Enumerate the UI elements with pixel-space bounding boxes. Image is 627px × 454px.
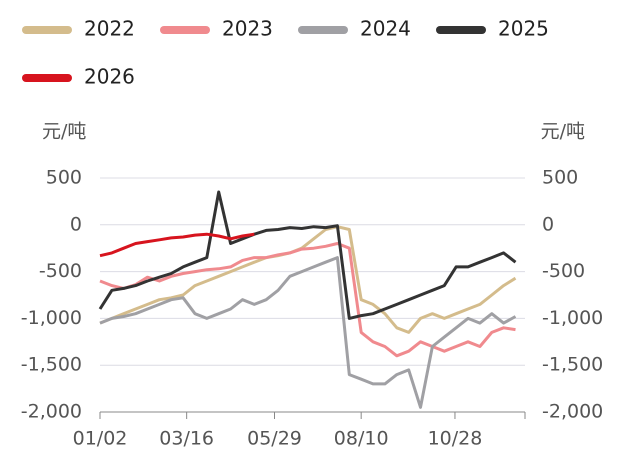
- y-tick-label: 500: [46, 167, 82, 189]
- y2-tick-label: -500: [542, 260, 585, 282]
- y2-tick-label: -2,000: [542, 401, 603, 423]
- y-axis-label: 元/吨: [42, 121, 86, 143]
- series-line: [99, 232, 255, 258]
- y-tick-label: -1,000: [21, 307, 82, 329]
- legend-swatch: [22, 74, 72, 82]
- x-tick-label: 01/02: [73, 428, 128, 450]
- x-tick-label: 08/10: [334, 428, 389, 450]
- y2-tick-label: -1,000: [542, 307, 603, 329]
- y2-tick-label: -1,500: [542, 354, 603, 376]
- series-line: [99, 225, 517, 334]
- y-tick-label: -1,500: [21, 354, 82, 376]
- legend-swatch: [22, 26, 72, 34]
- y-tick-label: -500: [39, 260, 82, 282]
- legend-label: 2025: [498, 17, 549, 41]
- legend-label: 2026: [84, 65, 135, 89]
- y2-tick-label: 0: [542, 213, 554, 235]
- legend-swatch: [436, 26, 486, 34]
- x-tick-label: 05/29: [247, 428, 302, 450]
- y-tick-label: 0: [70, 213, 82, 235]
- series-line: [99, 242, 516, 358]
- legend-label: 2022: [84, 17, 135, 41]
- legend-label: 2023: [222, 17, 273, 41]
- series-line: [98, 190, 517, 320]
- y-tick-label: -2,000: [21, 401, 82, 423]
- x-tick-label: 03/16: [159, 428, 214, 450]
- legend-label: 2024: [360, 17, 411, 41]
- legend-swatch: [298, 26, 348, 34]
- y2-axis-label: 元/吨: [541, 121, 585, 143]
- y2-tick-label: 500: [542, 167, 578, 189]
- x-tick-label: 10/28: [428, 428, 483, 450]
- legend-swatch: [160, 26, 210, 34]
- series-line: [99, 256, 517, 409]
